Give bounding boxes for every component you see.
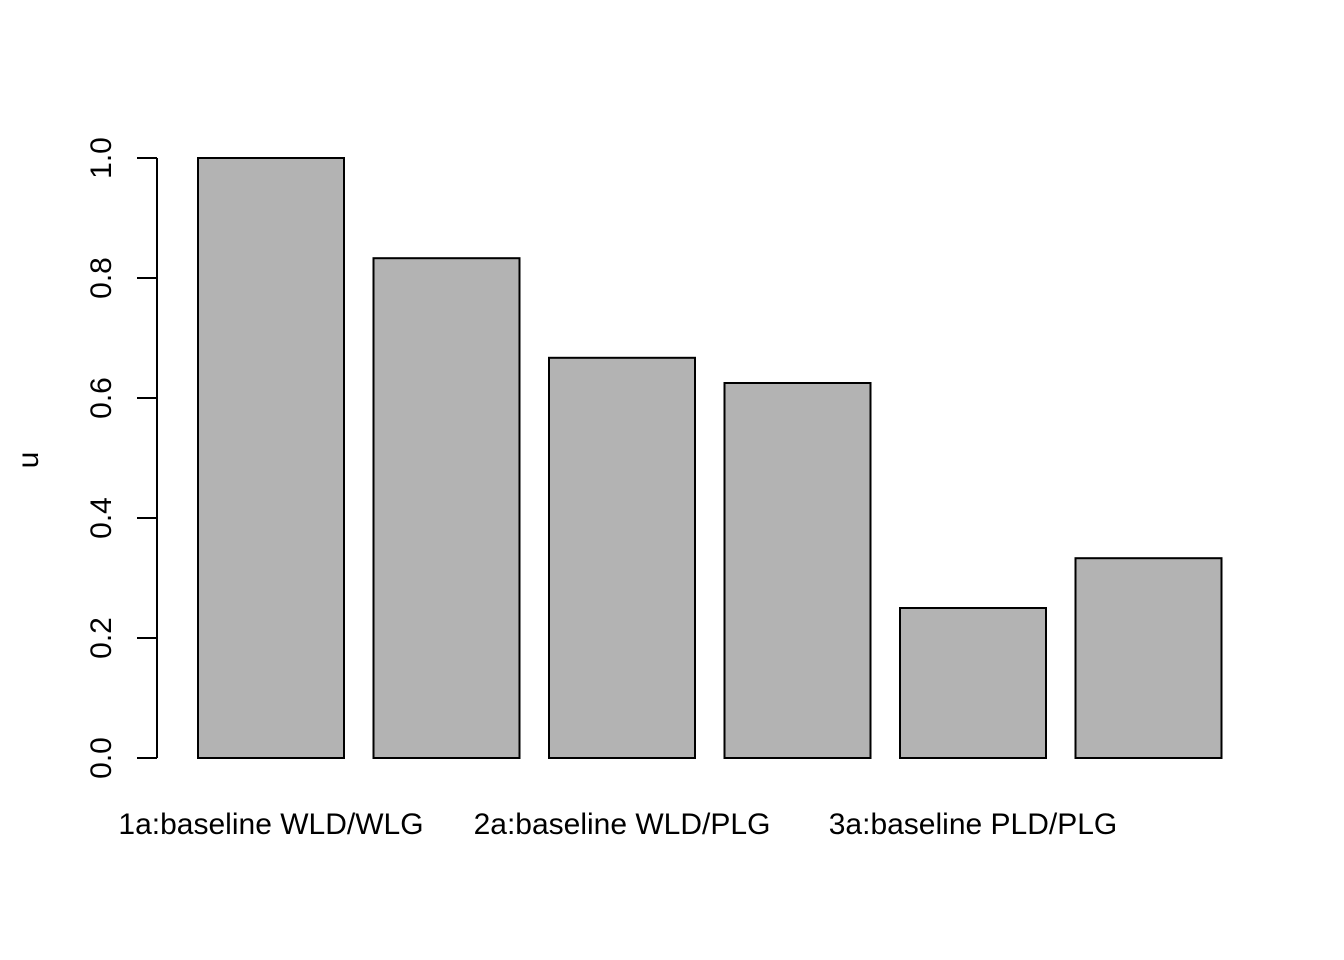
y-tick-label: 0.0 [85,737,118,779]
y-tick-label: 0.8 [85,257,118,299]
x-tick-label: 2a:baseline WLD/PLG [474,808,771,841]
y-tick-label: 0.4 [85,497,118,539]
bar-6 [1074,557,1223,760]
bar-1 [197,157,345,759]
x-axis-labels: 1a:baseline WLD/WLG 2a:baseline WLD/PLG 3a… [118,808,1117,841]
bar-3 [548,356,696,759]
y-tick-label: 0.2 [85,617,118,659]
y-tick-label: 0.6 [85,377,118,419]
x-tick-label: 1a:baseline WLD/WLG [118,808,423,841]
bars-group [197,157,1223,760]
y-tick-label: 1.0 [85,137,118,179]
y-axis-title: u [12,452,45,469]
bar-4 [723,382,872,759]
x-tick-label: 3a:baseline PLD/PLG [829,808,1118,841]
bar-5 [899,607,1047,759]
y-axis: 0.0 0.2 0.4 0.6 0.8 1.0 [85,137,158,779]
bar-2 [372,257,521,759]
